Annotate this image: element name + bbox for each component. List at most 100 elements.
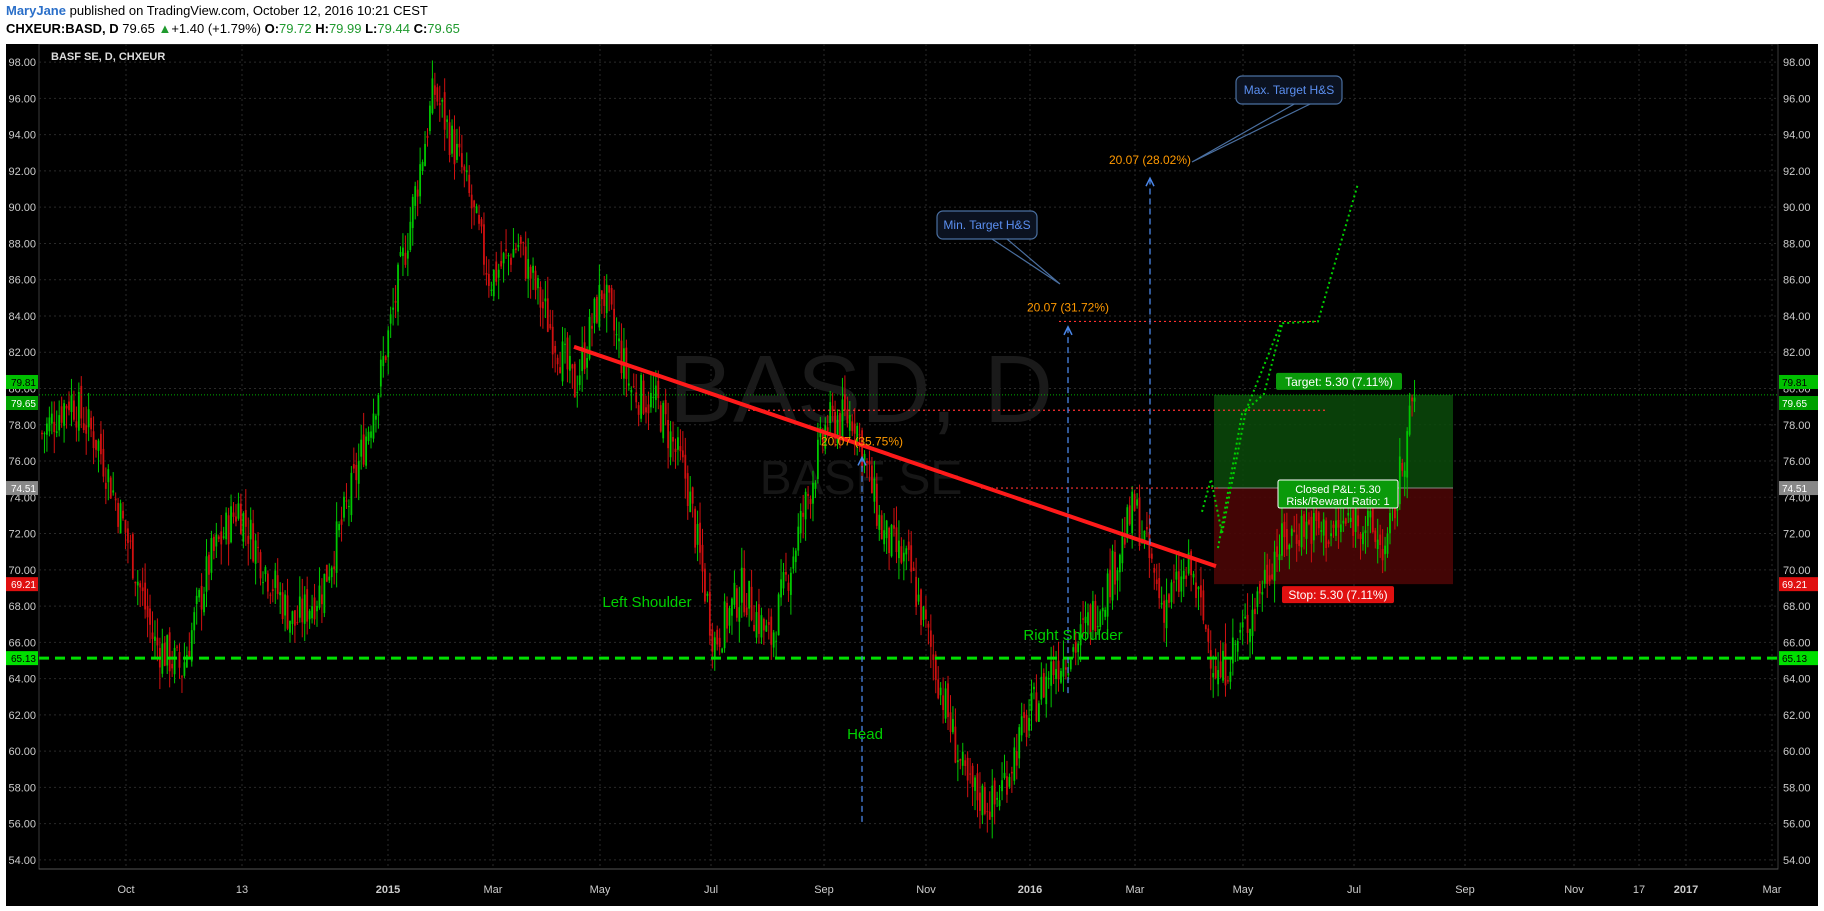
- candle-body: [883, 530, 886, 545]
- candle-body: [328, 576, 331, 581]
- candle-body: [65, 405, 68, 409]
- candle-body: [156, 637, 159, 646]
- candle-body: [490, 289, 493, 291]
- candle-body: [1062, 658, 1065, 677]
- candle-body: [522, 242, 525, 244]
- candle-body: [642, 380, 645, 414]
- candle-body: [1381, 548, 1384, 561]
- candle-body: [844, 394, 846, 411]
- y-tick-label-left: 74.00: [8, 492, 36, 504]
- candle-body: [971, 765, 974, 788]
- candle-body: [1057, 660, 1060, 680]
- right-shoulder-label: Right Shoulder: [1023, 627, 1122, 644]
- candle-body: [446, 119, 449, 122]
- candle-body: [1111, 550, 1114, 601]
- candle-body: [983, 786, 986, 814]
- candle-body: [1133, 493, 1136, 511]
- candle-body: [871, 465, 873, 494]
- pl-box-line1: Closed P&L: 5.30: [1295, 484, 1381, 496]
- candle-body: [1104, 609, 1107, 617]
- candle-body: [1074, 641, 1077, 653]
- candle-body: [235, 516, 237, 522]
- candle-body: [853, 423, 856, 434]
- candle-body: [949, 712, 952, 732]
- measure-label-head: 20.07 (35.75%): [821, 434, 903, 448]
- candle-body: [929, 630, 932, 647]
- y-tick-label-right: 88.00: [1783, 238, 1811, 250]
- candle-body: [841, 399, 844, 437]
- candle-body: [554, 345, 557, 353]
- candle-body: [176, 646, 178, 648]
- candle-body: [895, 527, 898, 553]
- measure-label-max: 20.07 (28.02%): [1109, 153, 1191, 167]
- candle-body: [1330, 533, 1332, 537]
- candle-body: [799, 510, 802, 534]
- target-price-badge-right: [1779, 374, 1818, 389]
- candle-body: [1138, 497, 1141, 547]
- candle-body: [404, 252, 407, 265]
- candle-body: [389, 314, 392, 324]
- candle-body: [981, 785, 984, 816]
- candle-body: [885, 520, 888, 539]
- candle-body: [1037, 703, 1040, 722]
- candle-body: [301, 598, 304, 623]
- candle-body: [947, 683, 949, 718]
- candle-body: [1190, 551, 1193, 576]
- candle-body: [866, 461, 868, 463]
- candle-body: [1254, 608, 1256, 615]
- candle-body: [85, 425, 88, 434]
- candle-body: [298, 596, 301, 618]
- x-tick-label: 2017: [1674, 884, 1698, 896]
- x-tick-label: 2016: [1018, 884, 1042, 896]
- max-target-callout-pointer: [1191, 103, 1311, 163]
- entry-price-badge-left: [6, 481, 38, 496]
- candle-body: [851, 421, 854, 432]
- stop-price-badge-left-text: 69.21: [11, 580, 36, 591]
- candle-body: [1261, 592, 1264, 595]
- candle-body: [431, 78, 434, 114]
- candle-body: [46, 423, 48, 435]
- candle-body: [1298, 540, 1301, 546]
- support-price-badge-left-text: 65.13: [11, 654, 36, 665]
- candle-body: [888, 527, 890, 554]
- candle-body: [185, 655, 188, 668]
- candle-body: [1025, 715, 1028, 738]
- candle-body: [1312, 512, 1315, 541]
- candle-body: [836, 419, 839, 443]
- candle-body: [738, 607, 741, 622]
- candle-body: [220, 531, 223, 545]
- x-tick-label: Nov: [1564, 884, 1584, 896]
- candle-body: [284, 594, 286, 616]
- candle-body: [426, 135, 429, 138]
- candle-body: [495, 261, 498, 282]
- author-link[interactable]: MaryJane: [6, 3, 66, 18]
- candle-body: [1042, 673, 1045, 698]
- candle-body: [934, 654, 937, 681]
- x-tick-label: Nov: [916, 884, 936, 896]
- last-price-badge-left-text: 79.65: [11, 399, 36, 410]
- candle-body: [672, 436, 674, 442]
- candle-body: [1136, 499, 1138, 506]
- candle-body: [237, 503, 240, 519]
- candle-body: [807, 493, 809, 497]
- candle-body: [70, 395, 73, 413]
- candle-body: [942, 695, 945, 711]
- chart-area[interactable]: BASD, D BASF SE 20.07 (35.75%) 20.07 (31.7…: [6, 43, 1818, 906]
- candle-body: [787, 582, 790, 591]
- candle-body: [1310, 516, 1313, 544]
- y-tick-label-right: 90.00: [1783, 202, 1811, 214]
- candle-body: [718, 637, 721, 647]
- candle-body: [645, 407, 647, 413]
- candle-body: [996, 798, 999, 800]
- x-tick-label: Jul: [1347, 884, 1361, 896]
- candle-body: [1369, 511, 1372, 518]
- y-tick-label-right: 84.00: [1783, 311, 1811, 323]
- candle-body: [696, 524, 699, 545]
- y-tick-label-right: 78.00: [1783, 420, 1811, 432]
- candle-body: [90, 417, 93, 430]
- candle-body: [519, 236, 522, 244]
- candle-body: [43, 433, 46, 435]
- candle-body: [372, 413, 375, 439]
- candle-body: [986, 811, 989, 813]
